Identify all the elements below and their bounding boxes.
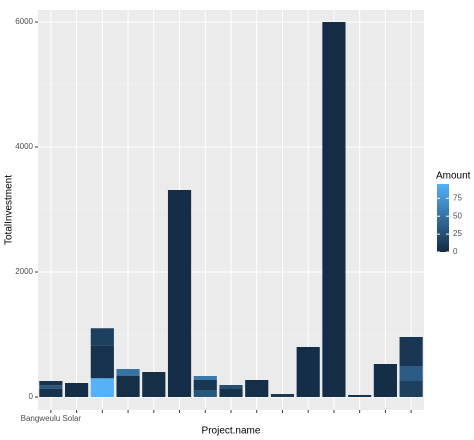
bar-segment: [90, 378, 114, 397]
bar-segment: [116, 376, 140, 397]
bar-segment: [348, 395, 372, 397]
bar-segment: [399, 366, 423, 381]
bar-segment: [142, 372, 166, 397]
y-tick-label: 0: [29, 392, 34, 401]
y-tick-label: 4000: [15, 142, 33, 151]
bar-segment: [90, 328, 114, 346]
y-tick-label: 2000: [15, 267, 33, 276]
bar-segment: [90, 345, 114, 379]
bar-segment: [373, 364, 397, 397]
x-tick-label: Bangweulu Solar: [21, 414, 82, 423]
colorbar-label: 50: [453, 211, 462, 220]
y-axis-title: TotalInvestment: [4, 175, 15, 245]
bar-segment: [193, 390, 217, 397]
bar-segment: [245, 380, 269, 397]
colorbar-label: 0: [453, 247, 458, 256]
bar-segment: [65, 383, 89, 397]
bar-segment: [39, 388, 63, 397]
bar-segment: [39, 385, 63, 389]
bar-segment: [270, 394, 295, 397]
colorbar-label: 75: [453, 193, 462, 202]
bar-segment: [193, 380, 217, 390]
x-axis-title: Project.name: [202, 426, 261, 437]
bar-segment: [219, 389, 243, 397]
bar-segment: [116, 369, 140, 376]
legend-title: Amount: [436, 171, 471, 182]
bar-segment: [399, 337, 423, 366]
colorbar: [437, 184, 449, 252]
y-tick-label: 6000: [15, 17, 33, 26]
bar-segment: [39, 381, 63, 386]
bar-segment: [322, 22, 346, 397]
bar-segment: [399, 381, 423, 397]
bar-segment: [296, 347, 320, 397]
bar-segment: [219, 385, 243, 389]
colorbar-label: 25: [453, 229, 462, 238]
bar-segment: [193, 376, 217, 380]
bar-segment: [167, 190, 192, 397]
